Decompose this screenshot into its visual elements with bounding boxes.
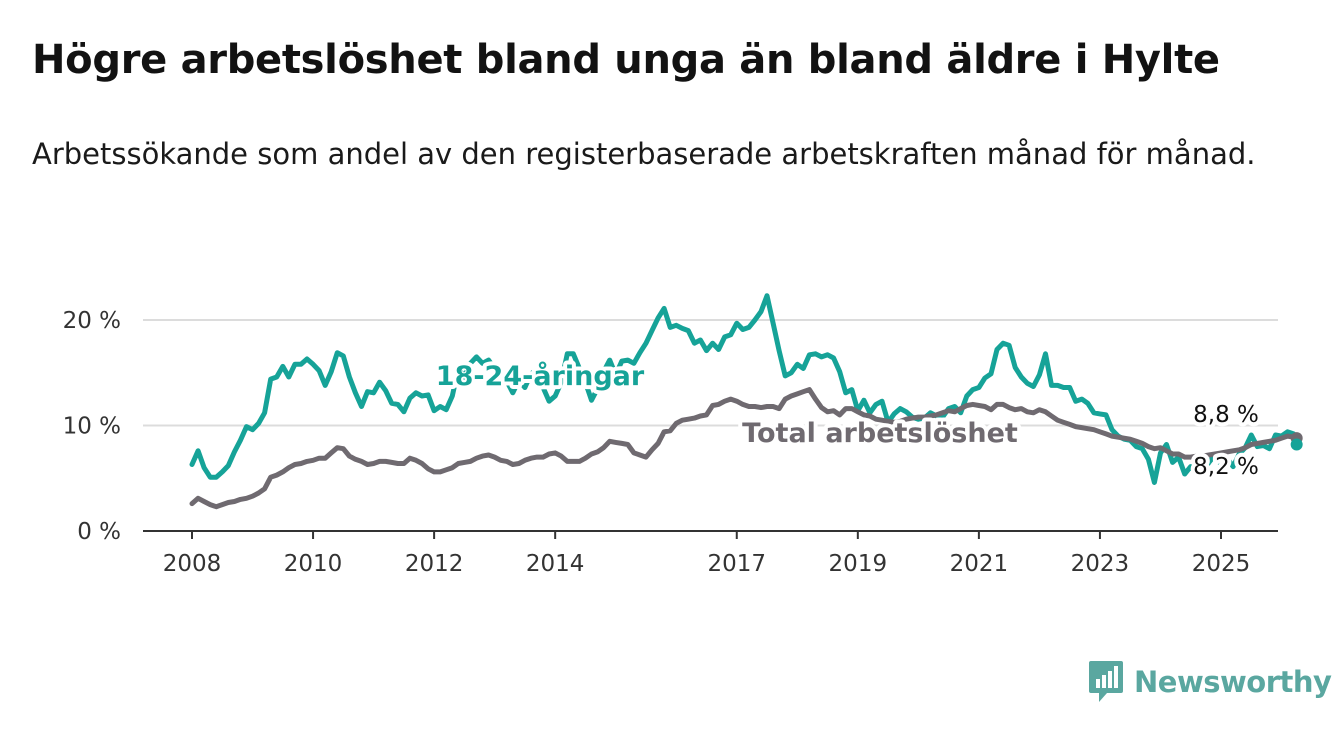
- newsworthy-logo: Newsworthy: [1088, 660, 1332, 704]
- end-value-label-total: 8,8 %: [1193, 402, 1259, 428]
- series-labels: 18-24-åringar Total arbetslöshet 8,8 % 8,2 …: [432, 356, 1263, 484]
- x-tick-label: 2014: [526, 551, 585, 577]
- y-tick-label: 10 %: [63, 414, 121, 440]
- x-tick-label: 2025: [1192, 551, 1251, 577]
- chart-subtitle: Arbetssökande som andel av den registerb…: [32, 137, 1256, 171]
- x-tick-label: 2021: [950, 551, 1009, 577]
- x-tick-label: 2010: [284, 551, 343, 577]
- axes: 0 % 10 % 20 % 2008 2010 2012 2014 2017 2019 2021 2…: [63, 308, 1278, 577]
- series-line-18-24: [189, 293, 1300, 485]
- series-label-18-24: 18-24-åringar: [436, 360, 645, 392]
- x-tick-label: 2017: [707, 551, 766, 577]
- x-tick-label: 2008: [163, 551, 222, 577]
- x-tick-label: 2019: [829, 551, 888, 577]
- series-end-marker-18-24: [1290, 438, 1303, 451]
- x-tick-label: 2012: [405, 551, 464, 577]
- grid-lines: [143, 319, 1278, 427]
- y-tick-label: 0 %: [77, 519, 121, 545]
- chart-title: Högre arbetslöshet bland unga än bland ä…: [32, 37, 1220, 83]
- brand-name: Newsworthy: [1134, 665, 1332, 699]
- series-line-total: [189, 387, 1300, 510]
- end-value-label-18-24: 8,2 %: [1193, 454, 1259, 480]
- x-tick-label: 2023: [1071, 551, 1130, 577]
- y-tick-label: 20 %: [63, 308, 121, 334]
- series-label-total: Total arbetslöshet: [742, 418, 1018, 449]
- bar-chart-bubble-icon: [1089, 661, 1123, 702]
- series-lines: [189, 293, 1303, 510]
